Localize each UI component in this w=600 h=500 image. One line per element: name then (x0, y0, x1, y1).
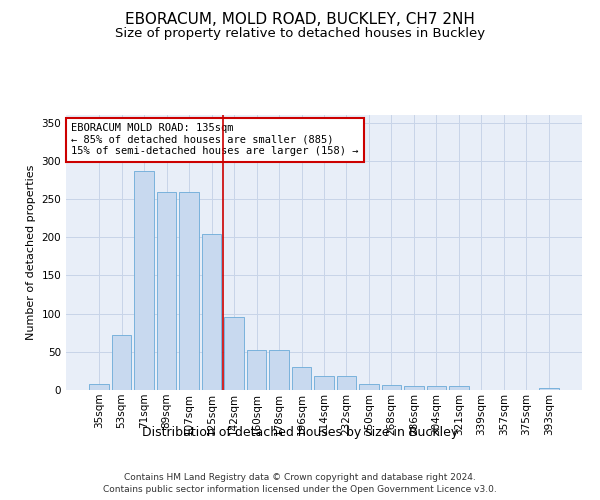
Text: Distribution of detached houses by size in Buckley: Distribution of detached houses by size … (142, 426, 458, 439)
Text: Size of property relative to detached houses in Buckley: Size of property relative to detached ho… (115, 28, 485, 40)
Bar (292, 367, 311, 390)
Y-axis label: Number of detached properties: Number of detached properties (26, 165, 36, 340)
Bar (359, 384, 379, 390)
Text: Contains HM Land Registry data © Crown copyright and database right 2024.
Contai: Contains HM Land Registry data © Crown c… (103, 472, 497, 494)
Bar (134, 171, 154, 390)
Bar (337, 376, 356, 390)
Bar (224, 316, 244, 390)
Bar (179, 192, 199, 390)
Bar (247, 350, 266, 390)
Text: EBORACUM MOLD ROAD: 135sqm
← 85% of detached houses are smaller (885)
15% of sem: EBORACUM MOLD ROAD: 135sqm ← 85% of deta… (71, 123, 359, 156)
Bar (404, 386, 424, 390)
Bar (427, 386, 446, 390)
Bar (382, 384, 401, 390)
Bar (269, 350, 289, 390)
Bar (449, 386, 469, 390)
Bar (112, 335, 131, 390)
Bar (314, 376, 334, 390)
Bar (89, 384, 109, 390)
Bar (157, 192, 176, 390)
Text: EBORACUM, MOLD ROAD, BUCKLEY, CH7 2NH: EBORACUM, MOLD ROAD, BUCKLEY, CH7 2NH (125, 12, 475, 28)
Bar (539, 388, 559, 390)
Bar (202, 234, 221, 390)
